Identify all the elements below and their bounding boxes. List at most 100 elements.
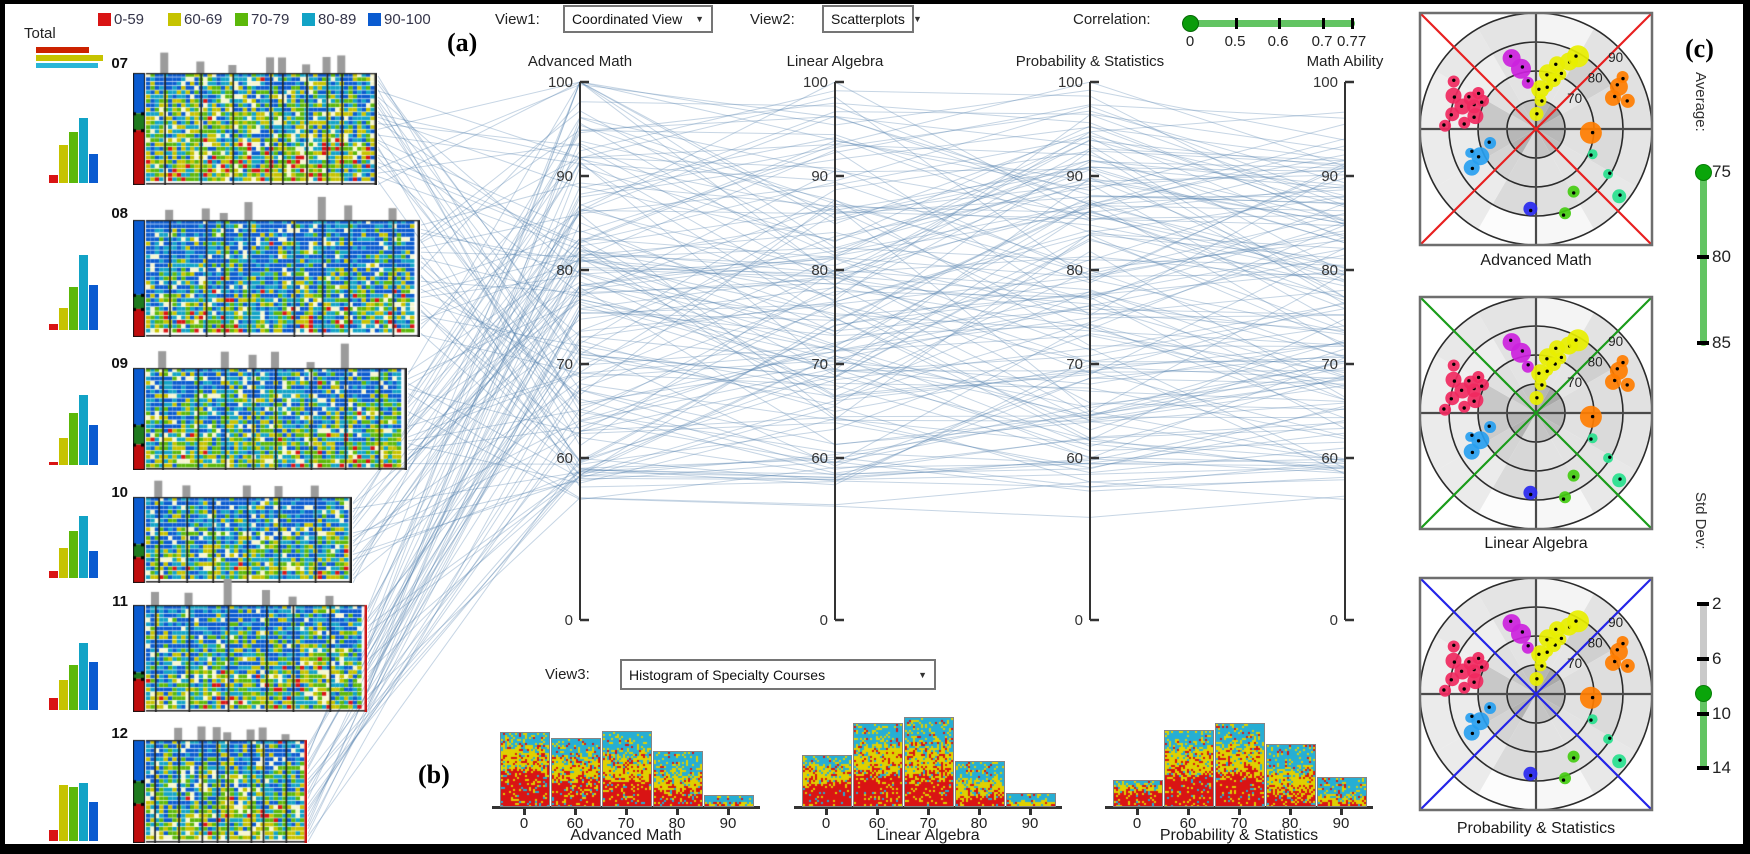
histogram-bar[interactable] (853, 723, 903, 807)
pc-tick-label: 60 (811, 450, 828, 467)
ring-label: 80 (1588, 70, 1603, 85)
view1-select[interactable]: Coordinated View ▼ (563, 5, 713, 33)
histogram-bar[interactable] (1164, 730, 1214, 807)
histogram-bar[interactable] (1317, 777, 1367, 807)
grade-heatmap-12[interactable] (133, 710, 307, 843)
histogram-bar[interactable] (1113, 780, 1163, 807)
histogram-bar[interactable] (1006, 793, 1056, 807)
mini-bar (49, 175, 58, 183)
subfigure-label-c: (c) (1685, 34, 1714, 63)
frame-bottom (0, 844, 1750, 854)
histogram-tick-label: 80 (1281, 815, 1299, 832)
ring-label: 80 (1588, 354, 1603, 369)
histogram-tick-label: 90 (1021, 815, 1039, 832)
histogram-bar[interactable] (602, 731, 652, 807)
frame-right (1743, 0, 1750, 854)
view3-label: View3: (545, 666, 590, 683)
histogram-tick-label: 60 (1179, 815, 1197, 832)
ring-label: 70 (1567, 91, 1582, 106)
correlation-handle[interactable] (1182, 15, 1199, 32)
mini-bar (69, 413, 78, 465)
legend-band-label: 0-59 (114, 11, 145, 28)
correlation-track[interactable] (1190, 20, 1355, 27)
view2-select[interactable]: Scatterplots ▼ (822, 5, 922, 33)
histogram-bar[interactable] (653, 751, 703, 807)
histogram-tick (1289, 808, 1292, 815)
frame-top (0, 0, 1750, 4)
histogram-tick (676, 808, 679, 815)
average-handle[interactable] (1695, 164, 1712, 181)
correlation-tick (1322, 18, 1325, 29)
stddev-track-lower[interactable] (1700, 693, 1707, 770)
histogram-tick (978, 808, 981, 815)
histogram-axis (492, 806, 760, 809)
pc-tick-label: 90 (556, 168, 573, 185)
stddev-tick-label: 2 (1712, 594, 1722, 613)
average-tick-label: 80 (1712, 247, 1731, 266)
histogram-tick (1340, 808, 1343, 815)
view3-select[interactable]: Histogram of Specialty Courses ▼ (620, 659, 936, 690)
pc-tick-label: 70 (556, 356, 573, 373)
histogram-bar[interactable] (802, 755, 852, 807)
average-tick (1697, 255, 1709, 259)
histogram-tick (574, 808, 577, 815)
histogram-tick (825, 808, 828, 815)
stddev-tick (1697, 657, 1709, 661)
grade-heatmap-07[interactable] (133, 43, 377, 185)
pc-tick-label: 60 (1321, 450, 1338, 467)
histogram-tick-label: 70 (1230, 815, 1248, 832)
correlation-tick-label: 0.5 (1224, 33, 1246, 50)
histogram-tick-label: 60 (868, 815, 886, 832)
stddev-slider-label: Std Dev: (1692, 492, 1709, 550)
mini-bar (89, 154, 98, 183)
histogram-bar[interactable] (704, 795, 754, 807)
chevron-down-icon: ▼ (918, 669, 927, 680)
grade-heatmap-08[interactable] (133, 190, 420, 337)
stddev-tick-label: 10 (1712, 704, 1731, 723)
histogram-bar[interactable] (904, 717, 954, 807)
pc-axis-title: Probability & Statistics (1016, 53, 1164, 70)
histogram-tick-label: 70 (617, 815, 635, 832)
view2-label: View2: (750, 11, 795, 28)
stddev-handle[interactable] (1695, 685, 1712, 702)
histogram-tick (523, 808, 526, 815)
histogram-tick (727, 808, 730, 815)
mini-bar (89, 285, 98, 330)
histogram-tick (625, 808, 628, 815)
average-tick-label: 85 (1712, 333, 1731, 352)
stddev-track-upper[interactable] (1700, 603, 1707, 693)
histogram-tick (876, 808, 879, 815)
legend-swatch (168, 13, 181, 26)
legend-band-label: 60-69 (184, 11, 223, 28)
histogram-bar[interactable] (1215, 723, 1265, 807)
histogram-tick-label: 80 (970, 815, 988, 832)
mini-bar (79, 516, 88, 578)
histogram-bar[interactable] (955, 761, 1005, 807)
chevron-down-icon: ▼ (912, 14, 922, 24)
histogram-bar[interactable] (551, 738, 601, 807)
mini-bar (79, 783, 88, 841)
pc-tick-label: 60 (556, 450, 573, 467)
histogram-tick-label: 90 (719, 815, 737, 832)
grade-heatmap-11[interactable] (133, 575, 367, 712)
histogram-bar[interactable] (500, 732, 550, 807)
mini-bar (89, 802, 98, 841)
radial-plot-3[interactable]: 70 80 90 (1413, 571, 1659, 817)
histogram-title: Advanced Math (570, 827, 682, 844)
pc-tick-label: 70 (1066, 356, 1083, 373)
grade-heatmap-10[interactable] (133, 467, 352, 583)
pc-tick-label: 70 (811, 356, 828, 373)
mini-bar (89, 551, 98, 578)
histogram-title: Probability & Statistics (1159, 827, 1319, 844)
radial-plot-2[interactable]: 70 80 90 (1413, 290, 1659, 536)
histogram-bar[interactable] (1266, 744, 1316, 807)
histogram-tick (1136, 808, 1139, 815)
histogram-tick-label: 70 (919, 815, 937, 832)
radial-plot-1[interactable]: 70 80 90 (1413, 6, 1659, 252)
histogram-axis (1105, 806, 1373, 809)
correlation-tick-label: 0.7 (1311, 33, 1333, 50)
grade-heatmap-09[interactable] (133, 338, 407, 470)
total-bar (36, 55, 103, 61)
